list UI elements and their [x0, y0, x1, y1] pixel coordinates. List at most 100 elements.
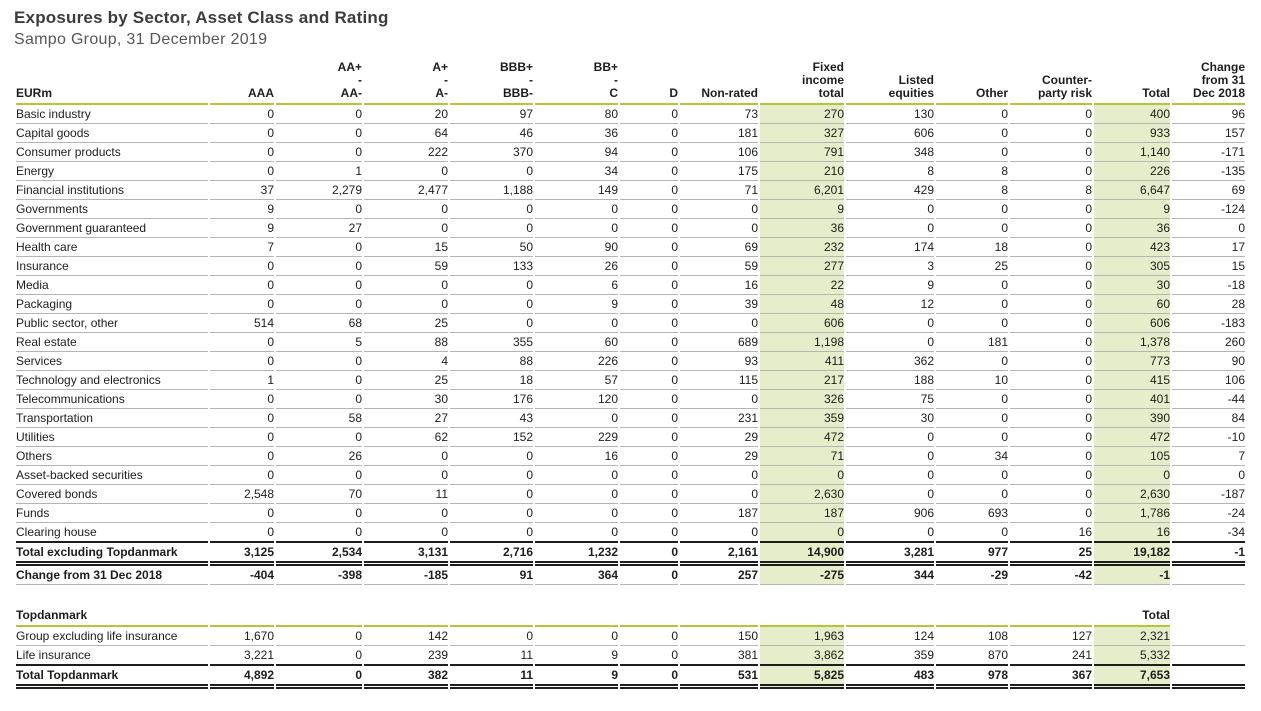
value-cell: 606	[846, 124, 934, 143]
value-cell: 305	[1094, 256, 1170, 276]
value-cell: 0	[364, 219, 448, 238]
value-cell: 0	[1172, 219, 1245, 238]
value-cell: 108	[936, 627, 1008, 646]
value-cell: 0	[620, 447, 678, 466]
sector-label-cell: Media	[16, 276, 208, 295]
value-cell: 34	[535, 162, 618, 181]
table-row: Telecommunications 0 0 30 176 120 0 0 326 75 0 0 401…	[16, 389, 1245, 409]
value-cell: 36	[535, 124, 618, 143]
value-cell: 326	[760, 389, 844, 409]
value-cell: 0	[276, 257, 362, 276]
value-cell: 390	[1094, 408, 1170, 428]
table-row: Asset-backed securities 0 0 0 0 0 0 0 0 0 0 0 0 0	[16, 465, 1245, 485]
value-cell: 115	[680, 371, 758, 390]
value-cell: 3,221	[243, 647, 274, 662]
value-cell: 8	[936, 181, 1008, 200]
value-cell: 29	[680, 447, 758, 466]
value-cell: 0	[526, 524, 533, 539]
sector-label-cell: Health care	[16, 238, 208, 257]
value-cell: 2,630	[760, 484, 844, 504]
value-cell: 978	[936, 663, 1008, 689]
value-cell: 0	[364, 447, 448, 466]
value-cell: 3,862	[760, 645, 844, 664]
value-cell: 0	[936, 219, 1008, 238]
value-cell: 0	[680, 466, 758, 485]
report-page: Exposures by Sector, Asset Class and Rat…	[14, 8, 1247, 689]
column-header: BB+ - C	[535, 61, 618, 105]
value-cell: 9	[1094, 199, 1170, 219]
value-cell: 9	[611, 647, 618, 662]
value-cell: 1,232	[535, 540, 618, 566]
value-cell: 37	[210, 181, 274, 200]
exposures-table: EURm AAA AA+ - AA- A+ - A- BBB+ - BBB- BB+ - …	[14, 61, 1247, 585]
value-cell: 176	[450, 390, 533, 409]
sector-label-cell: Public sector, other	[16, 314, 208, 333]
value-cell: 46	[450, 124, 533, 143]
value-cell: 0	[210, 390, 274, 409]
column-header: D	[620, 61, 678, 105]
value-cell: 977	[936, 540, 1008, 566]
value-cell: 0	[846, 485, 934, 504]
value-cell: 0	[1010, 105, 1092, 124]
value-cell: 20	[364, 105, 448, 124]
value-cell: 0	[1010, 485, 1092, 504]
value-cell: 0	[364, 200, 448, 219]
value-cell: 7,653	[1094, 663, 1170, 689]
value-cell: 0	[620, 663, 678, 689]
value-cell: 217	[760, 370, 844, 390]
value-cell: 152	[450, 428, 533, 447]
table-row: Real estate 0 5 88 355 60 0 689 1,198 0 181 0 1,378 2…	[16, 332, 1245, 352]
value-cell	[1172, 663, 1245, 689]
sector-label-cell: Utilities	[16, 428, 208, 447]
value-cell: -187	[1172, 485, 1245, 504]
value-cell: 0	[450, 485, 533, 504]
value-cell: 0	[620, 390, 678, 409]
value-cell: 0	[1010, 447, 1092, 466]
value-cell: 0	[210, 295, 274, 314]
value-cell: 0	[846, 333, 934, 352]
value-cell: -44	[1172, 390, 1245, 409]
column-header-spacer	[450, 609, 533, 627]
value-cell: 68	[276, 314, 362, 333]
table-row: Health care 7 0 15 50 90 0 69 232 174 18 0 423 17	[16, 237, 1245, 257]
value-cell: 8	[936, 162, 1008, 181]
value-cell: 0	[535, 627, 618, 646]
value-cell: 514	[210, 314, 274, 333]
value-cell: 0	[936, 352, 1008, 371]
value-cell: 359	[913, 647, 934, 662]
value-cell: 30	[846, 409, 934, 428]
value-cell: 0	[450, 200, 533, 219]
value-cell: 0	[846, 428, 934, 447]
value-cell: 73	[680, 105, 758, 124]
value-cell: 16	[535, 447, 618, 466]
value-cell: 0	[276, 200, 362, 219]
value-cell: 0	[450, 162, 533, 181]
table-row: Public sector, other 514 68 25 0 0 0 0 606 0 0 0 606…	[16, 313, 1245, 333]
table-row: Clearing house 0 0 0 0 0 0 0 0 0 0 16 16 -34	[16, 522, 1245, 541]
value-cell: 181	[936, 333, 1008, 352]
value-cell: 0	[450, 219, 533, 238]
column-header-spacer	[1010, 609, 1092, 627]
value-cell: 0	[936, 143, 1008, 162]
value-cell: 14,900	[760, 540, 844, 566]
value-cell: 150	[680, 627, 758, 646]
table-row: Total Topdanmark 4,892 0 382 11 9 0 531 5,825 483…	[16, 663, 1245, 689]
value-cell: 226	[1094, 161, 1170, 181]
value-cell: 0	[936, 124, 1008, 143]
value-cell: 0	[364, 276, 448, 295]
value-cell: 0	[450, 466, 533, 485]
value-cell: 0	[450, 295, 533, 314]
value-cell: -185	[364, 566, 448, 585]
value-cell: 270	[760, 104, 844, 124]
value-cell: 1,378	[1094, 332, 1170, 352]
topdanmark-table: Topdanmark Total Group excluding life ins…	[14, 609, 1247, 689]
value-cell: 693	[936, 504, 1008, 523]
value-cell: 36	[760, 218, 844, 238]
value-cell: 70	[276, 485, 362, 504]
value-cell: 0	[1001, 524, 1008, 539]
column-header: Other	[936, 61, 1008, 105]
value-cell: 2,630	[1094, 484, 1170, 504]
value-cell: 69	[1172, 181, 1245, 200]
value-cell: 0	[936, 409, 1008, 428]
sector-label-cell: Real estate	[16, 333, 208, 352]
